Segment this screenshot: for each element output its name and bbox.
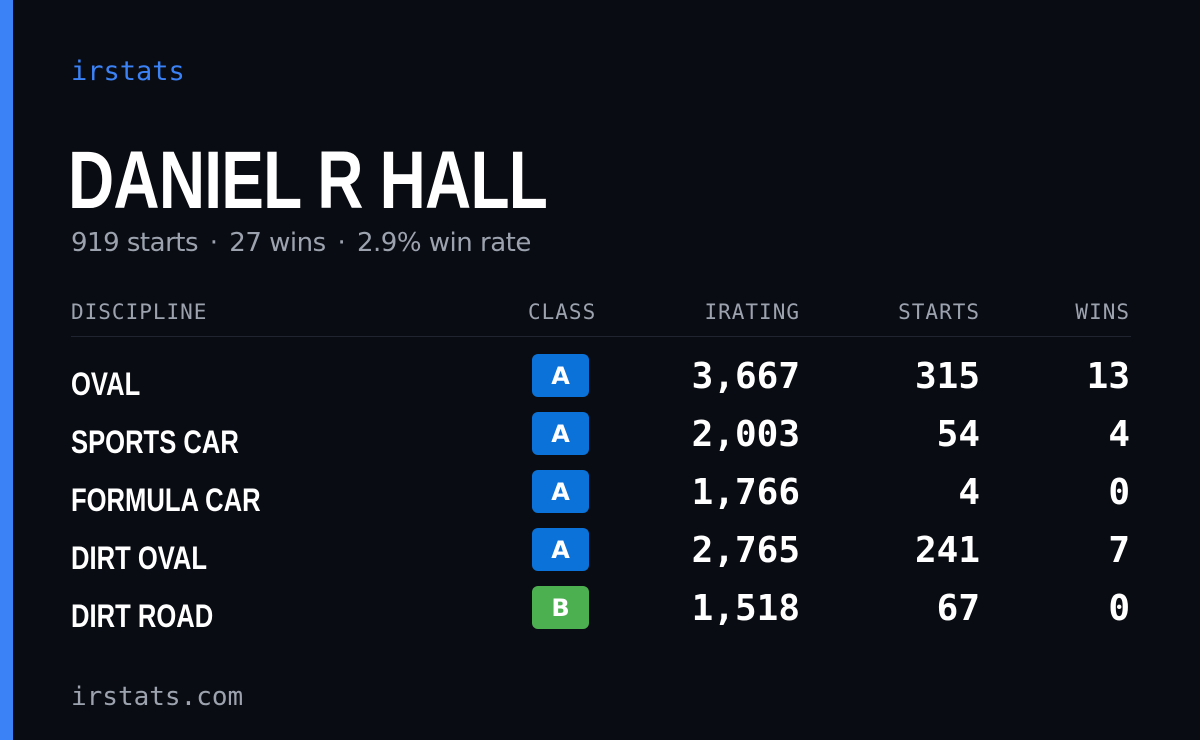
irating-value: 1,766 xyxy=(691,472,800,513)
starts-value: 54 xyxy=(936,414,980,455)
class-badge: A xyxy=(532,412,589,455)
header-irating: IRATING xyxy=(704,300,800,324)
header-starts: STARTS xyxy=(898,300,980,324)
class-badge: A xyxy=(532,470,589,513)
starts-value: 315 xyxy=(914,356,980,397)
table-row: DIRT ROAD B 1,518 67 0 xyxy=(71,584,1131,642)
discipline-name: DIRT ROAD xyxy=(71,598,214,634)
table-row: FORMULA CAR A 1,766 4 0 xyxy=(71,468,1131,526)
stats-table: DISCIPLINE CLASS IRATING STARTS WINS OVA… xyxy=(71,300,1131,642)
table-header: DISCIPLINE CLASS IRATING STARTS WINS xyxy=(71,300,1131,337)
accent-bar xyxy=(0,0,13,740)
summary-separator: · xyxy=(209,228,218,258)
wins-value: 4 xyxy=(1108,414,1130,455)
starts-value: 4 xyxy=(958,472,980,513)
irating-value: 1,518 xyxy=(691,588,800,629)
irating-value: 2,003 xyxy=(691,414,800,455)
player-name: DANIEL R HALL xyxy=(68,135,548,226)
class-badge: A xyxy=(532,528,589,571)
discipline-name: DIRT OVAL xyxy=(71,540,208,576)
summary-starts: 919 starts xyxy=(71,228,199,258)
header-discipline: DISCIPLINE xyxy=(71,300,208,324)
class-badge: A xyxy=(532,354,589,397)
irating-value: 3,667 xyxy=(691,356,800,397)
table-row: DIRT OVAL A 2,765 241 7 xyxy=(71,526,1131,584)
table-row: SPORTS CAR A 2,003 54 4 xyxy=(71,410,1131,468)
header-class: CLASS xyxy=(528,300,597,324)
header-wins: WINS xyxy=(1075,300,1130,324)
summary-win-rate: 2.9% win rate xyxy=(356,228,531,258)
summary-wins: 27 wins xyxy=(229,228,326,258)
table-body: OVAL A 3,667 315 13 SPORTS CAR A 2,003 54 4 FORMUL… xyxy=(71,352,1131,642)
starts-value: 241 xyxy=(914,530,980,571)
discipline-name: OVAL xyxy=(71,366,141,402)
discipline-name: SPORTS CAR xyxy=(71,424,239,460)
brand-logo: irstats xyxy=(71,56,185,87)
footer-url: irstats.com xyxy=(71,682,244,712)
wins-value: 13 xyxy=(1086,356,1130,397)
wins-value: 0 xyxy=(1108,588,1130,629)
irating-value: 2,765 xyxy=(691,530,800,571)
summary-separator: · xyxy=(337,228,346,258)
table-row: OVAL A 3,667 315 13 xyxy=(71,352,1131,410)
wins-value: 0 xyxy=(1108,472,1130,513)
wins-value: 7 xyxy=(1108,530,1130,571)
class-badge: B xyxy=(532,586,589,629)
starts-value: 67 xyxy=(936,588,980,629)
discipline-name: FORMULA CAR xyxy=(71,482,261,518)
player-summary: 919 starts · 27 wins · 2.9% win rate xyxy=(71,228,531,258)
